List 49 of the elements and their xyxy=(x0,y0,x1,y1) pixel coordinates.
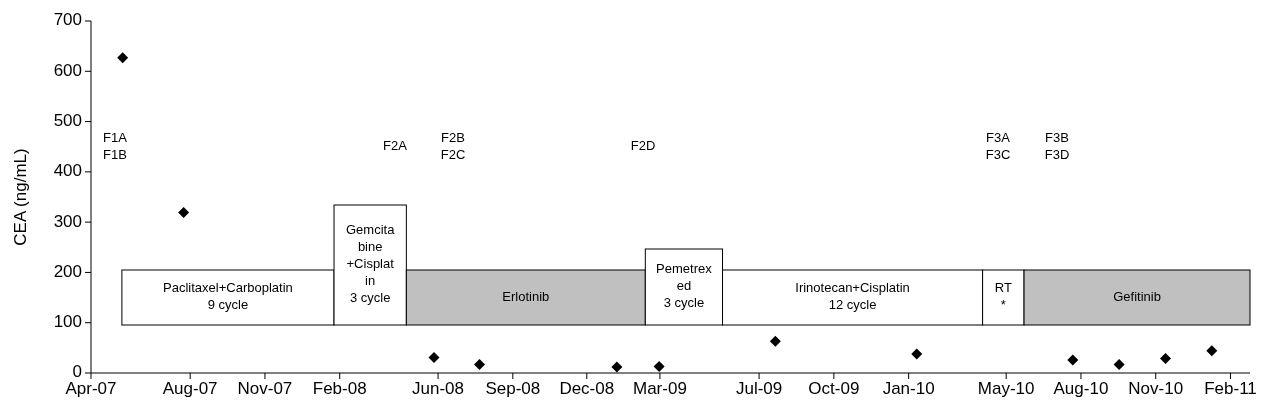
x-tick-label: May-10 xyxy=(977,379,1035,398)
y-tick-label: 500 xyxy=(53,111,82,131)
annotation: F2B F2C xyxy=(440,129,466,162)
y-tick-label: 400 xyxy=(53,161,82,181)
point xyxy=(911,348,923,360)
point xyxy=(1206,345,1218,357)
x-tick-label: Jul-09 xyxy=(735,379,783,398)
y-tick-label: 200 xyxy=(53,261,82,281)
y-tick-label: 300 xyxy=(53,211,82,231)
point xyxy=(1113,358,1125,370)
band-label: Irinotecan+Cisplatin 12 cycle xyxy=(795,280,910,313)
x-tick-label: Aug-10 xyxy=(1053,379,1109,398)
band-label: Gemcita bine +Cisplat in 3 cycle xyxy=(345,222,396,306)
x-tick-label: Oct-09 xyxy=(808,379,860,398)
band-label: Paclitaxel+Carboplatin 9 cycle xyxy=(163,280,293,313)
band-label: Gefitinib xyxy=(1113,288,1161,304)
y-axis-title: CEA (ng/mL) xyxy=(11,148,30,246)
point xyxy=(769,335,781,347)
band-label: Erlotinib xyxy=(502,288,550,304)
y-tick-label: 0 xyxy=(72,362,82,382)
annotation: F2A xyxy=(383,138,408,154)
point xyxy=(1067,354,1079,366)
x-tick-label: Feb-11 xyxy=(1204,379,1257,398)
point xyxy=(1159,352,1171,364)
point xyxy=(428,351,440,363)
y-tick-label: 700 xyxy=(53,10,82,30)
y-tick-label: 100 xyxy=(53,312,82,332)
x-tick-label: Jan-10 xyxy=(882,379,935,398)
point xyxy=(178,207,190,219)
band-label: RT * xyxy=(994,280,1012,313)
y-tick-label: 600 xyxy=(53,60,82,80)
x-tick-label: Nov-10 xyxy=(1128,379,1184,398)
x-tick-label: Dec-08 xyxy=(559,379,615,398)
point xyxy=(474,358,485,370)
annotation: F3A F3C xyxy=(985,129,1011,162)
annotation: F3B F3D xyxy=(1044,129,1070,162)
point xyxy=(611,361,623,373)
x-tick-label: Mar-09 xyxy=(633,379,687,398)
x-tick-label: Nov-07 xyxy=(237,379,293,398)
x-tick-label: Sep-08 xyxy=(485,379,541,398)
x-tick-label: Apr-07 xyxy=(65,379,117,398)
x-tick-label: Jun-08 xyxy=(412,379,465,398)
x-tick-label: Feb-08 xyxy=(312,379,367,398)
annotation: F2D xyxy=(630,138,656,154)
annotation: F1A F1B xyxy=(103,129,128,162)
band-label: Pemetrex ed 3 cycle xyxy=(656,261,713,311)
point xyxy=(653,360,665,372)
point xyxy=(117,52,129,64)
x-tick-label: Aug-07 xyxy=(162,379,218,398)
